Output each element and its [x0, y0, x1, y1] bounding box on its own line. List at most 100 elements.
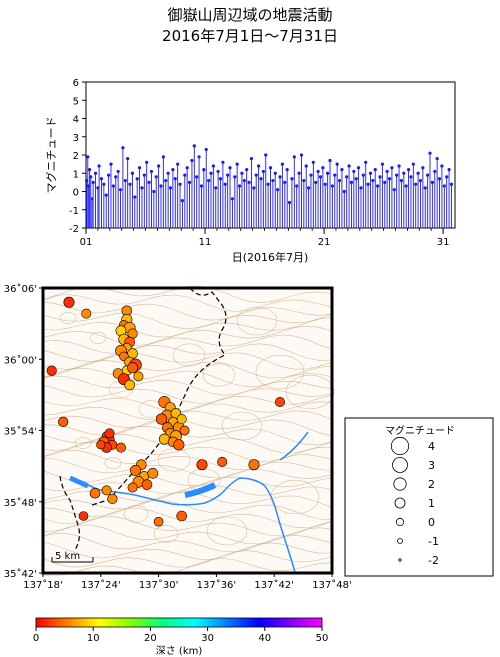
stem-point: [428, 151, 432, 155]
stem-point: [137, 166, 142, 170]
lon-tick-label: 137˚48': [312, 579, 352, 591]
stem-point: [202, 168, 206, 172]
stem-point: [285, 168, 289, 172]
colorbar-tick-label: 40: [258, 633, 271, 644]
stem-point: [114, 175, 118, 179]
stem-point: [87, 168, 92, 172]
stem-point: [330, 184, 334, 188]
legend-box: [344, 417, 494, 577]
stem-point: [430, 180, 434, 184]
stem-point: [126, 157, 130, 161]
stem-point: [166, 171, 170, 175]
stem-point: [304, 164, 308, 168]
stem-point: [197, 155, 201, 159]
stem-point: [440, 164, 444, 168]
latitude-ticks: 36˚06' 36˚00' 35˚54' 35˚48' 35˚42': [4, 283, 43, 580]
stem-point: [311, 160, 315, 164]
stem-point: [121, 146, 125, 150]
stem-point: [337, 178, 342, 183]
stem-point: [233, 175, 237, 179]
epicenter-marker: [173, 439, 185, 451]
legend-symbol: [393, 477, 407, 491]
stem-point: [273, 171, 277, 175]
colorbar-label: 深さ (km): [156, 645, 203, 657]
stem-point: [266, 182, 270, 186]
legend-label: 0: [428, 516, 435, 529]
stem-point: [178, 182, 182, 186]
contour-line: [42, 312, 332, 330]
longitude-ticks: 137˚18' 137˚24' 137˚30' 137˚36' 137˚42' 137˚4…: [23, 573, 352, 591]
stem-point: [399, 178, 404, 183]
contour-ring: [221, 411, 263, 441]
stem-point: [326, 171, 330, 175]
stem-point: [366, 182, 370, 186]
stem-point: [99, 177, 104, 181]
title-line1: 御嶽山周辺域の地震活動: [167, 6, 332, 24]
y-tick-label: 5: [73, 96, 79, 107]
stem-point: [345, 175, 349, 179]
contour-line: [42, 343, 332, 362]
stem-point: [93, 171, 98, 175]
stem-point: [261, 169, 265, 174]
stem-point: [414, 182, 418, 186]
stem-point: [390, 166, 394, 170]
stem-point: [283, 180, 287, 184]
stem-point: [342, 189, 346, 194]
epicenter-marker: [124, 379, 135, 391]
contour-line: [42, 476, 332, 494]
stems: [84, 144, 454, 228]
contour-line: [42, 301, 332, 321]
colorbar-tick-label: 0: [33, 633, 39, 644]
stem-point: [145, 160, 149, 164]
legend-label: -2: [428, 554, 439, 567]
contour-line: [42, 352, 332, 370]
lake-central: [184, 482, 217, 498]
stem-point: [264, 153, 268, 157]
x-ticks: 01 11 21 31: [80, 228, 449, 248]
stem-point: [435, 157, 439, 161]
legend-label: 3: [428, 459, 435, 472]
contour-line: [42, 524, 332, 545]
lon-tick-label: 137˚36': [197, 579, 237, 591]
legend-symbol: [394, 497, 406, 509]
stem-point: [268, 166, 273, 170]
y-tick-label: -2: [69, 224, 79, 235]
stem-point: [385, 169, 389, 174]
y-tick-label: -1: [69, 206, 79, 217]
y-tick-label: 0: [73, 188, 79, 199]
stem-point: [192, 144, 196, 148]
stem-point: [254, 173, 258, 177]
stem-point: [447, 168, 451, 172]
stem-point: [333, 173, 337, 177]
stem-point: [199, 184, 204, 188]
stem-point: [409, 175, 413, 179]
stem-point: [418, 178, 423, 183]
y-tick-label: 1: [73, 169, 79, 180]
colorbar-tick-label: 30: [201, 633, 214, 644]
stem-point: [140, 186, 144, 190]
stem-point: [378, 175, 382, 179]
stem-point: [280, 162, 285, 166]
stem-point: [109, 162, 113, 166]
stem-point: [276, 188, 280, 192]
epicenter-marker: [176, 414, 187, 425]
stem-point: [397, 164, 401, 168]
river-branch: [279, 431, 309, 461]
stem-point: [321, 166, 325, 170]
stem-point: [335, 162, 339, 166]
contour-line: [42, 541, 331, 560]
stem-point: [299, 153, 304, 157]
epicenter-map: 36˚06'36˚00'35˚54'35˚48'35˚42' 137˚18' 13…: [4, 283, 352, 591]
contour-line: [42, 375, 332, 396]
stem-point: [130, 171, 135, 175]
stem-point: [159, 184, 163, 188]
stem-point: [173, 177, 177, 181]
stem-point: [347, 164, 351, 168]
colorbar-tick-label: 50: [316, 633, 329, 644]
stem-point: [445, 175, 449, 179]
contour-line: [42, 558, 332, 577]
epicenter-marker: [176, 510, 187, 522]
depth-colorbar: 0 10 20 30 40 50 深さ (km): [33, 617, 329, 657]
contour-line: [42, 334, 332, 354]
